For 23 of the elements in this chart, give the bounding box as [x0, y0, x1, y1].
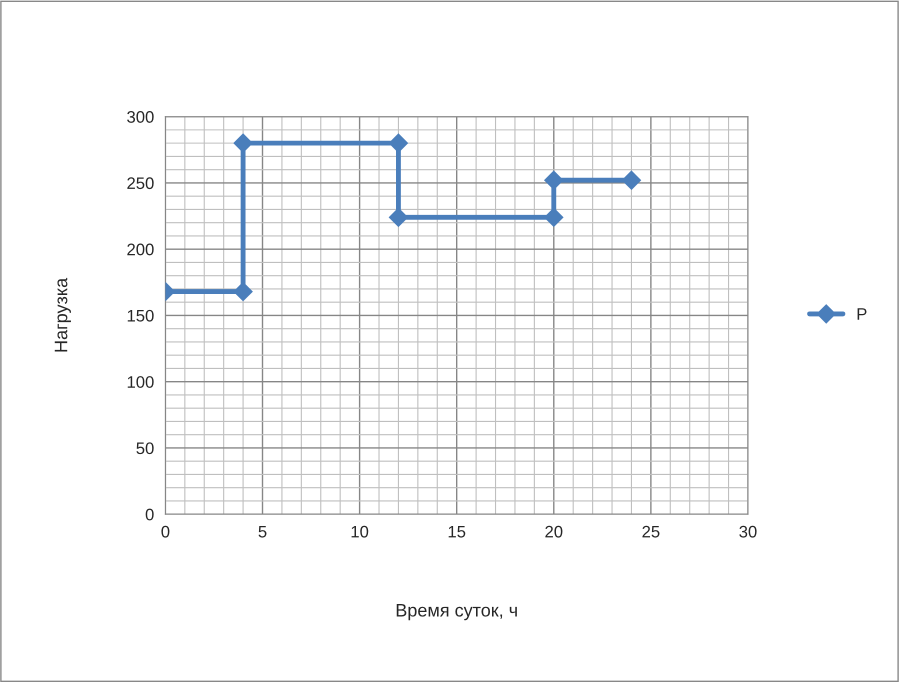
- x-tick-label: 25: [642, 526, 660, 538]
- x-tick-label: 20: [545, 526, 562, 538]
- y-tick-label: 250: [127, 177, 154, 190]
- point: [388, 134, 408, 153]
- point: [544, 170, 564, 190]
- y-tick-label: 200: [127, 244, 154, 256]
- x-tick-label: 15: [448, 526, 466, 538]
- x-tick-label: 0: [161, 526, 170, 538]
- y-tick-label: 50: [136, 442, 154, 454]
- y-tick-label: 100: [128, 376, 154, 388]
- point: [234, 282, 253, 302]
- y-tick-label: 0: [146, 508, 154, 520]
- x-tick-label: 30: [739, 526, 757, 538]
- legend-label: P: [858, 308, 866, 320]
- point: [388, 208, 408, 227]
- y-tick-label: 300: [127, 111, 154, 123]
- point: [234, 134, 253, 153]
- point: [544, 208, 564, 227]
- y-tick-label: 150: [128, 310, 154, 322]
- x-tick-label: 5: [258, 526, 266, 538]
- x-axis-title: Время суток, ч: [396, 604, 517, 620]
- x-tick-label: 10: [352, 526, 368, 538]
- y-axis-title: Нагрузка: [54, 278, 71, 352]
